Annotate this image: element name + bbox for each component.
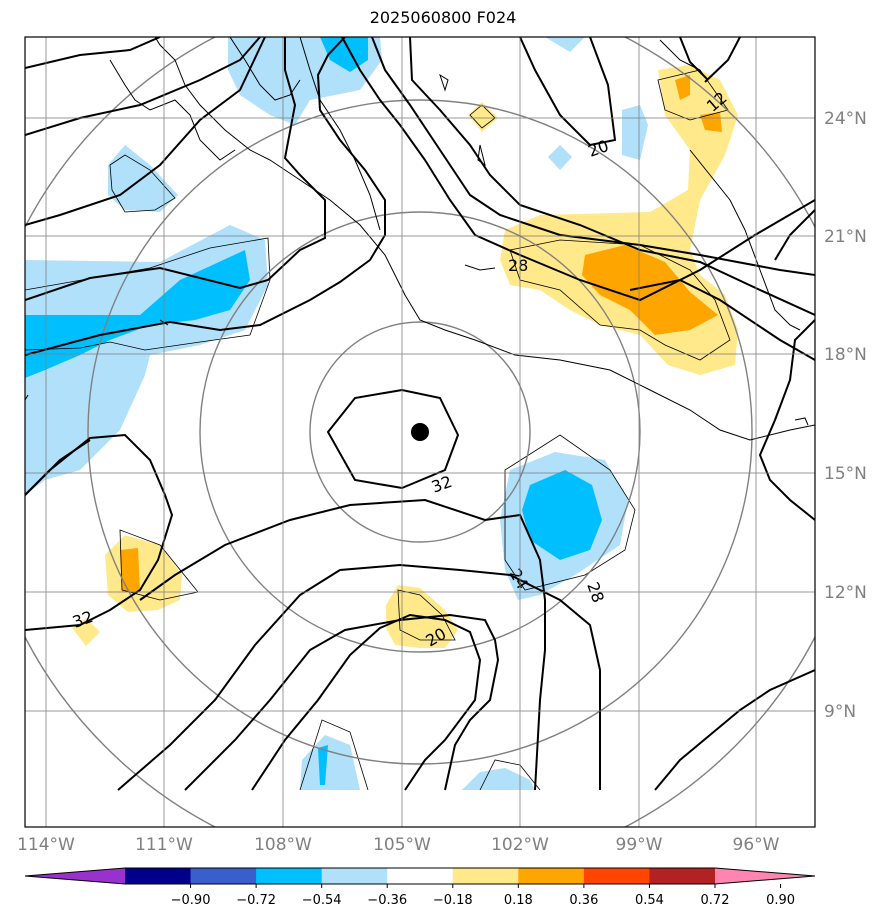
- lon-label: 114°W: [17, 835, 75, 855]
- colorbar-outline: [24, 867, 816, 885]
- lat-label: 24°N: [824, 109, 867, 129]
- colorbar-swatch: [190, 868, 257, 884]
- lat-label: 21°N: [824, 227, 867, 247]
- colorbar-swatch: [256, 868, 323, 884]
- colorbar-tick-label: 0.72: [701, 893, 730, 908]
- colorbar-tick-label: 0.18: [504, 893, 533, 908]
- map-area: 20 28 32 24 28 32 20 12: [25, 37, 815, 827]
- lat-label: 18°N: [824, 345, 867, 365]
- lon-label: 102°W: [491, 835, 549, 855]
- contour-label: 28: [508, 256, 528, 275]
- positive-shading-orange: [120, 75, 722, 592]
- lon-label: 105°W: [373, 835, 431, 855]
- colorbar-swatch: [518, 868, 585, 884]
- colorbar-tick-label: −0.54: [302, 893, 342, 908]
- colorbar-swatch: [387, 868, 454, 884]
- colorbar-tick-label: 0.54: [635, 893, 664, 908]
- colorbar-swatch: [649, 868, 716, 884]
- colorbar-tick-label: −0.72: [236, 893, 276, 908]
- longitude-labels: 114°W 111°W 108°W 105°W 102°W 99°W 96°W: [17, 835, 780, 855]
- colorbar-extend-low: [25, 868, 125, 884]
- height-contours: [25, 37, 815, 791]
- negative-shading-dark: [25, 37, 602, 785]
- storm-center-marker: [411, 423, 429, 441]
- colorbar-tick-label: −0.36: [367, 893, 407, 908]
- colorbar-swatch: [583, 868, 650, 884]
- colorbar: −0.90 −0.72 −0.54 −0.36 −0.18 0.18 0.36 0.54 0.7…: [24, 867, 816, 908]
- range-rings: [25, 37, 815, 827]
- lon-label: 108°W: [254, 835, 312, 855]
- latitude-labels: 24°N 21°N 18°N 15°N 12°N 9°N: [824, 109, 867, 722]
- colorbar-tick-label: 0.36: [569, 893, 598, 908]
- map-title: 2025060800 F024: [369, 8, 517, 27]
- lon-label: 96°W: [733, 835, 780, 855]
- colorbar-extend-high: [715, 868, 815, 884]
- colorbar-tick-label: 0.90: [766, 893, 795, 908]
- graticule: [25, 37, 815, 827]
- colorbar-swatch: [321, 868, 388, 884]
- colorbar-swatch: [452, 868, 519, 884]
- lat-label: 9°N: [824, 702, 856, 722]
- lat-label: 12°N: [824, 583, 867, 603]
- lon-label: 111°W: [135, 835, 193, 855]
- lon-label: 99°W: [616, 835, 663, 855]
- lat-label: 15°N: [824, 464, 867, 484]
- colorbar-swatch: [125, 868, 192, 884]
- colorbar-tick-label: −0.90: [171, 893, 211, 908]
- map-frame: [24, 36, 816, 828]
- colorbar-tick-label: −0.18: [433, 893, 473, 908]
